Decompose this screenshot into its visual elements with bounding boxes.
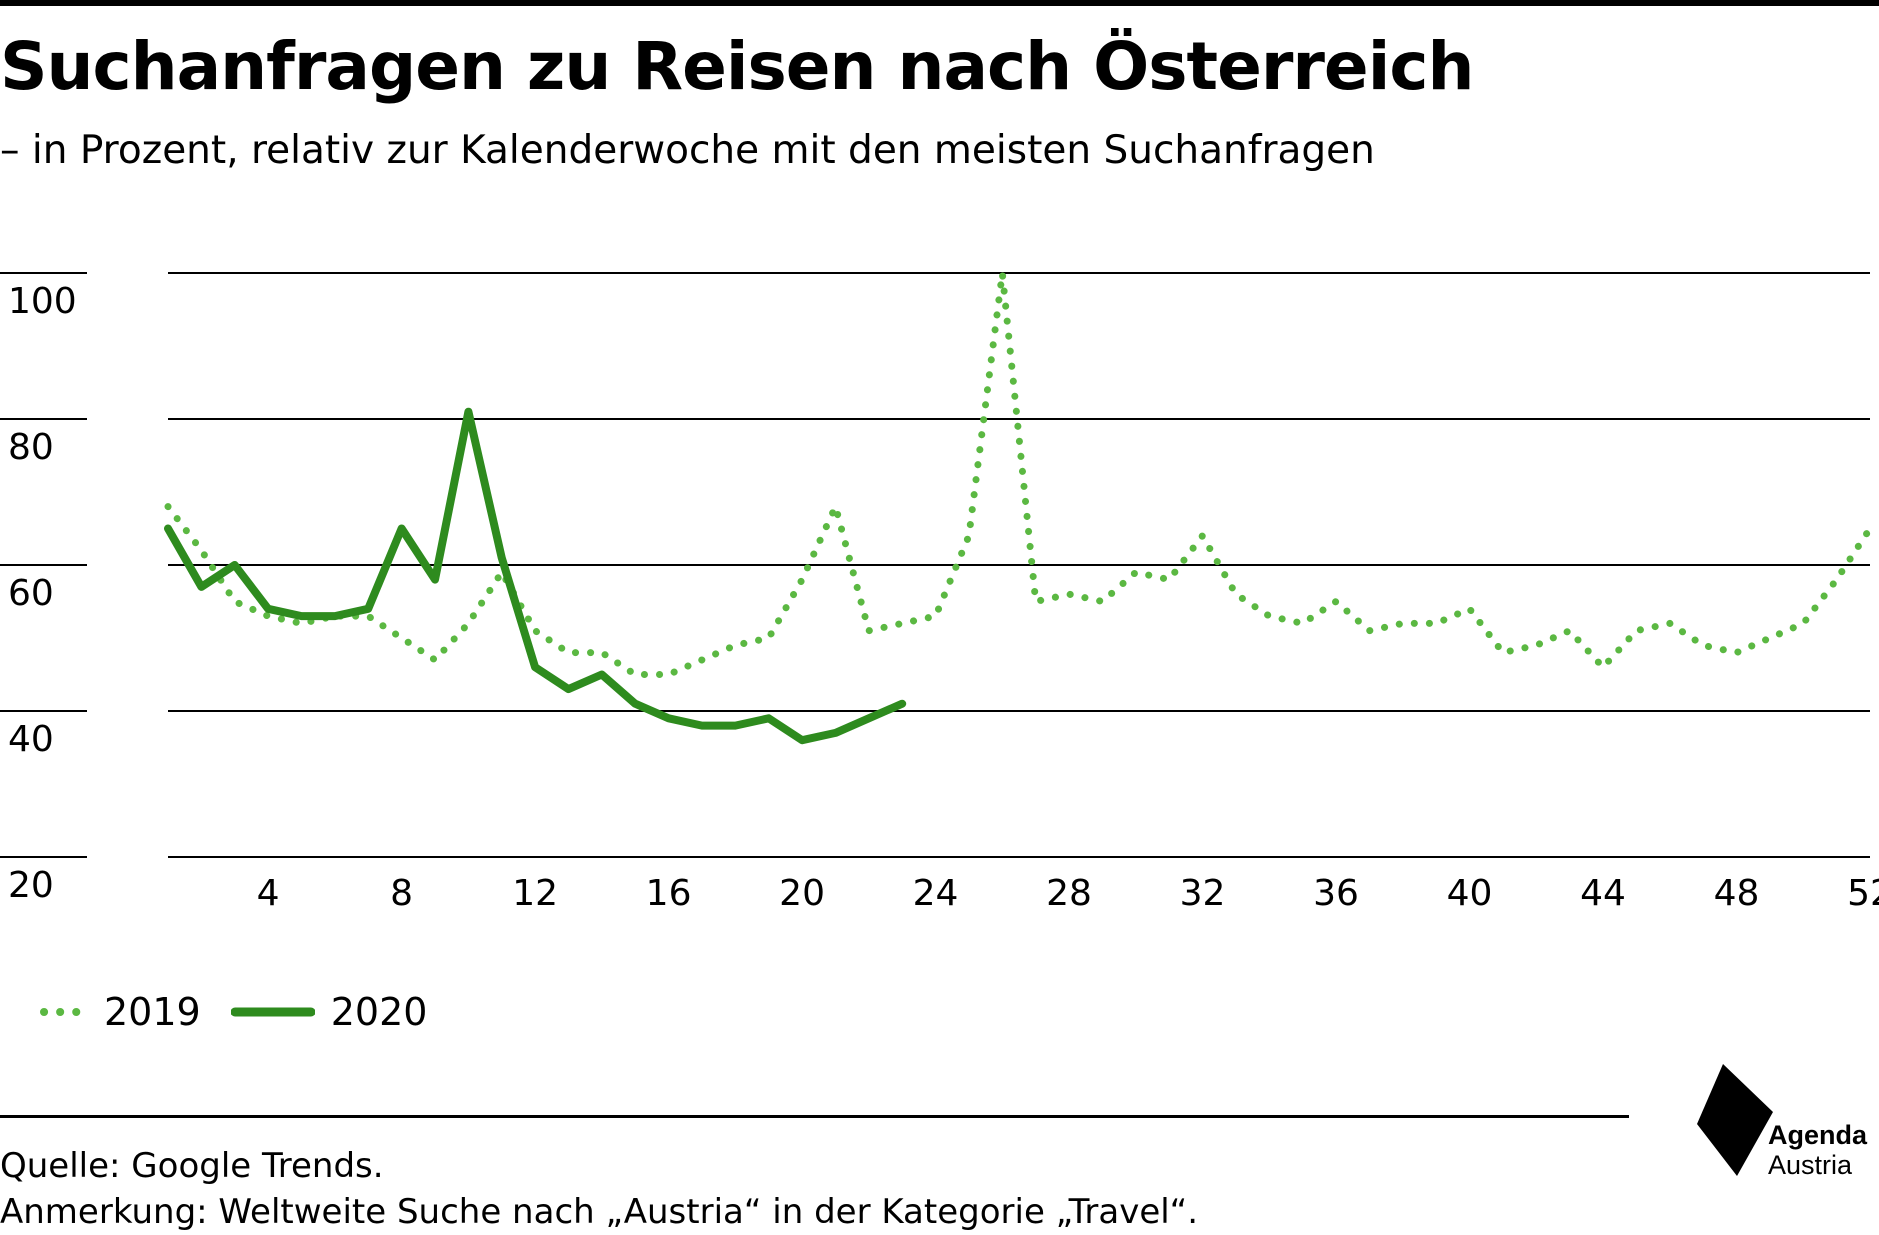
top-rule: [0, 0, 1879, 6]
x-tick-label: 48: [1714, 873, 1760, 914]
x-tick-label: 16: [646, 873, 692, 914]
logo-wordmark: Agenda Austria: [1768, 1120, 1867, 1180]
y-tick-label: 20: [8, 865, 54, 906]
legend: 2019 2020: [40, 990, 457, 1034]
series-line-2020: [164, 407, 907, 745]
legend-swatch-solid: [230, 1007, 315, 1017]
agenda-austria-logo-icon: [1697, 1064, 1773, 1176]
chart-subtitle: – in Prozent, relativ zur Kalenderwoche …: [0, 128, 1375, 173]
annotation-note: Anmerkung: Weltweite Suche nach „Austria…: [0, 1192, 1199, 1232]
y-tick-label: 60: [8, 573, 54, 614]
series-line-2019: [164, 269, 1874, 678]
footer-text: Quelle: Google Trends. Anmerkung: Weltwe…: [0, 1143, 1198, 1235]
legend-label-2020: 2020: [330, 990, 428, 1034]
source-note: Quelle: Google Trends.: [0, 1146, 384, 1186]
x-tick-label: 32: [1180, 873, 1226, 914]
x-tick-label: 4: [257, 873, 280, 914]
chart-title: Suchanfragen zu Reisen nach Österreich: [0, 28, 1474, 105]
x-tick-label: 40: [1447, 873, 1493, 914]
x-tick-label: 52: [1847, 873, 1879, 914]
x-tick-label: 20: [779, 873, 825, 914]
legend-label-2019: 2019: [104, 990, 201, 1034]
x-tick-label: 12: [512, 873, 558, 914]
legend-item-2019: 2019: [40, 990, 201, 1034]
logo-line-2: Austria: [1768, 1150, 1853, 1180]
legend-item-2020: 2020: [230, 990, 428, 1034]
x-tick-label: 36: [1313, 873, 1359, 914]
x-tick-label: 8: [390, 873, 413, 914]
legend-swatch-dotted: [40, 1008, 88, 1016]
y-tick-label: 100: [8, 281, 77, 322]
y-tick-label: 40: [8, 719, 54, 760]
logo-line-1: Agenda: [1768, 1120, 1868, 1150]
x-tick-label: 24: [913, 873, 959, 914]
x-tick-label: 44: [1580, 873, 1626, 914]
footer-rule: [0, 1115, 1629, 1118]
y-tick-label: 80: [8, 427, 54, 468]
x-tick-label: 28: [1046, 873, 1092, 914]
